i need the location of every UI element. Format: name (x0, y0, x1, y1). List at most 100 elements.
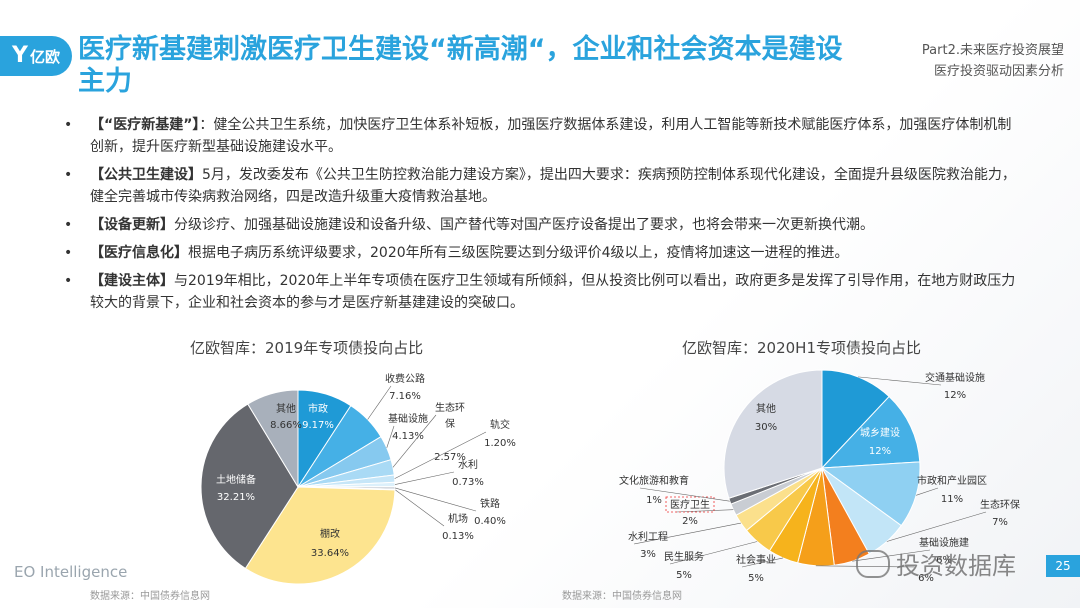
bullet-item: • 【设备更新】分级诊疗、加强基础设施建设和设备升级、国产替代等对国产医疗设备提… (64, 214, 1024, 236)
slice-value: 7% (992, 517, 1008, 528)
slice-value: 0.13% (442, 531, 474, 542)
slice-value: 4.13% (392, 431, 424, 442)
page-title: 医疗新基建刺激医疗卫生建设“新高潮“，企业和社会资本是建设主力 (78, 34, 843, 97)
wechat-icon (856, 549, 890, 578)
slice-value: 11% (941, 494, 963, 505)
slice-label: 铁路 (480, 497, 500, 510)
slice-label: 其他 (276, 402, 296, 415)
slice-label: 轨交 (490, 418, 510, 431)
slice-value: 2% (682, 516, 698, 527)
bullet-list: • 【“医疗新基建”】：健全公共卫生系统，加快医疗卫生体系补短板，加强医疗数据体… (64, 114, 1024, 320)
slice-value: 33.64% (311, 548, 349, 559)
slice-label: 市政和产业园区 (917, 474, 987, 487)
bullet-text: 根据电子病历系统评级要求，2020年所有三级医院要达到分级评价4级以上，疫情将加… (188, 245, 849, 261)
leader-line (394, 489, 445, 527)
bullet-dot-icon: • (64, 273, 73, 289)
watermark: 投资数据库 (856, 546, 1016, 581)
leader-line (639, 487, 730, 502)
bullet-item: • 【医疗信息化】根据电子病历系统评级要求，2020年所有三级医院要达到分级评价… (64, 242, 1024, 264)
chart-title-2020h1: 亿欧智库：2020H1专项债投向占比 (682, 339, 921, 357)
footer-brand: EO Intelligence (14, 563, 128, 581)
slice-value: 6% (936, 555, 952, 566)
bullet-dot-icon: • (64, 167, 73, 183)
bullet-heading: 【建设主体】 (90, 273, 174, 289)
slice-label: 水利工程 (628, 531, 668, 543)
section-label: Part2.未来医疗投资展望 医疗投资驱动因素分析 (922, 40, 1064, 82)
bullet-text: 分级诊疗、加强基础设施建设和设备升级、国产替代等对国产医疗设备提出了要求，也将会… (174, 217, 874, 233)
slice-value: 8.66% (270, 420, 302, 431)
slice-label: 其他 (756, 402, 776, 415)
logo-text: 亿欧 (29, 47, 60, 66)
bullet-heading: 【“医疗新基建”】 (90, 117, 200, 133)
slice-value: 32.21% (217, 492, 255, 503)
slice-value: 12% (944, 390, 966, 401)
bullet-dot-icon: • (64, 217, 73, 233)
leader-line (367, 385, 392, 420)
slice-label: 社会事业 (736, 553, 776, 566)
logo-icon: Y (12, 43, 28, 68)
bullet-heading: 【公共卫生建设】 (90, 167, 202, 183)
section-line-2: 医疗投资驱动因素分析 (933, 64, 1064, 79)
slice-value: 0.73% (452, 477, 484, 488)
bullet-item: • 【“医疗新基建”】：健全公共卫生系统，加快医疗卫生体系补短板，加强医疗数据体… (64, 114, 1024, 158)
slice-label: 交通基础设施 (925, 371, 985, 384)
bullet-item: • 【建设主体】与2019年相比，2020年上半年专项债在医疗卫生领域有所倾斜，… (64, 270, 1024, 314)
slice-label: 市政 (308, 402, 328, 415)
source-note-left: 数据来源：中国债券信息网 (90, 591, 210, 602)
slice-value: 5% (748, 573, 764, 584)
bullet-item: • 【公共卫生建设】5月，发改委发布《公共卫生防控救治能力建设方案》，提出四大要… (64, 164, 1024, 208)
leader-line (886, 511, 987, 542)
pie-slice (820, 461, 921, 527)
slice-label: 棚改 (320, 527, 340, 540)
slice-value: 1% (646, 495, 662, 506)
leader-line (394, 487, 477, 512)
leader-line (858, 376, 942, 386)
highlight-box (665, 496, 715, 513)
section-line-1: Part2.未来医疗投资展望 (921, 43, 1064, 58)
slice-label: 收费公路 (385, 372, 425, 385)
bullet-heading: 【医疗信息化】 (90, 245, 188, 261)
bullet-heading: 【设备更新】 (90, 217, 174, 233)
slice-value: 6% (918, 573, 934, 584)
slice-label: 机场 (448, 512, 468, 525)
pie-slice (821, 369, 890, 470)
slice-value: 7.16% (389, 391, 421, 402)
leader-line (386, 425, 395, 448)
pie-slice (200, 403, 299, 570)
slice-value: 5% (676, 570, 692, 581)
logo: Y 亿欧 (0, 36, 72, 76)
leader-line (741, 557, 784, 568)
page-number: 25 (1046, 555, 1080, 577)
bullet-text: 5月，发改委发布《公共卫生防控救治能力建设方案》，提出四大要求：疾病预防控制体系… (90, 167, 1016, 205)
bullet-dot-icon: • (64, 117, 73, 133)
slice-label: 城乡建设 (860, 426, 900, 439)
watermark-text: 投资数据库 (896, 552, 1016, 580)
slice-label: 生态环保 (980, 498, 1020, 511)
leader-line (669, 541, 758, 565)
slice-value: 0.40% (474, 516, 506, 527)
slice-label: 水利 (458, 459, 478, 471)
source-note-right: 数据来源：中国债券信息网 (562, 591, 682, 602)
slice-label: 医疗卫生 (670, 498, 710, 511)
bullet-text: 与2019年相比，2020年上半年专项债在医疗卫生领域有所倾斜，但从投资比例可以… (90, 273, 1016, 311)
slice-value: 2.57% (434, 452, 466, 463)
slice-label: 基础设施建 (919, 536, 969, 549)
leader-line (675, 509, 734, 513)
leader-line (394, 471, 455, 485)
leader-line (916, 487, 939, 496)
pie-slice (247, 389, 299, 489)
slice-label: 生态环 (435, 401, 465, 414)
slice-label: 保 (445, 417, 455, 430)
slice-label: 基础设施 (388, 412, 428, 425)
slice-value: 30% (755, 422, 777, 433)
slice-value: 3% (640, 549, 656, 560)
leader-line (394, 431, 487, 479)
slice-value: 9.17% (302, 420, 334, 431)
slice-value: 12% (869, 446, 891, 457)
leader-line (392, 414, 437, 468)
leader-line (633, 522, 742, 545)
bullet-text: ：健全公共卫生系统，加快医疗卫生体系补短板，加强医疗数据体系建设，利用人工智能等… (90, 117, 1012, 155)
pie-slice (820, 395, 921, 469)
chart-title-2019: 亿欧智库：2019年专项债投向占比 (190, 339, 424, 357)
